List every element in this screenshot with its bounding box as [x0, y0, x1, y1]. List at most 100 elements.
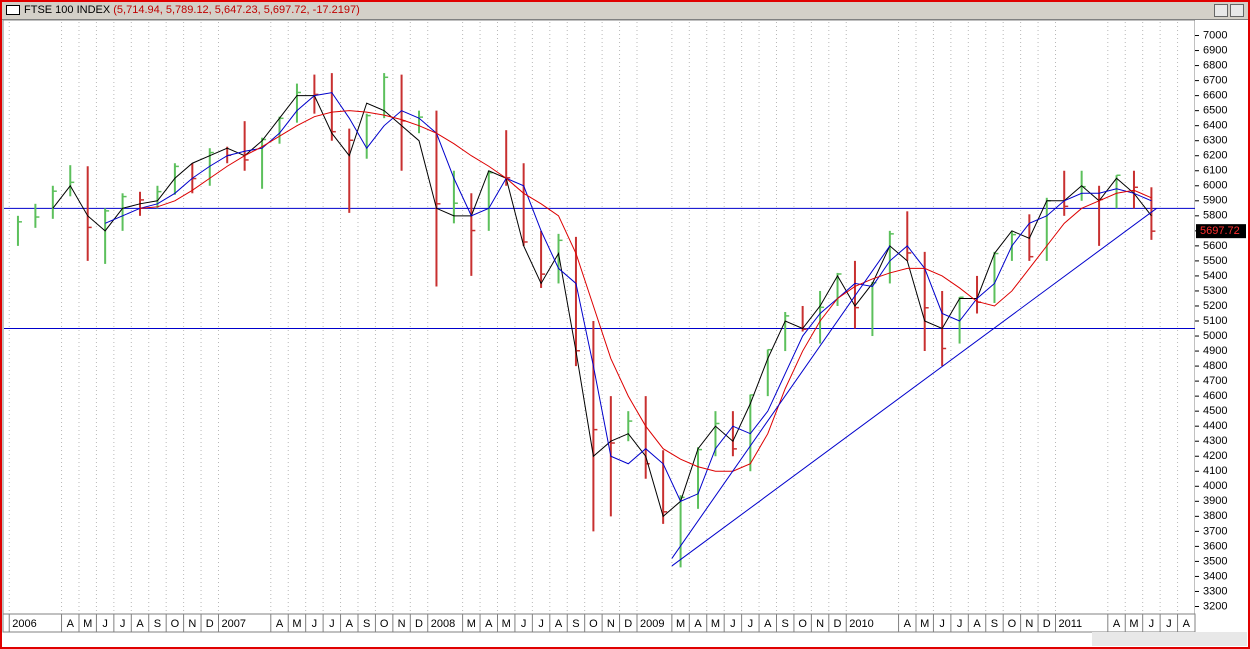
x-tick-label: J	[1149, 618, 1155, 630]
x-tick-label: S	[154, 618, 161, 630]
x-tick-label: A	[67, 618, 75, 630]
x-tick-label: N	[816, 618, 824, 630]
y-tick-label: 3400	[1203, 570, 1227, 582]
x-tick-label: A	[276, 618, 284, 630]
price-axis	[1195, 20, 1247, 614]
x-tick-label: J	[521, 618, 527, 630]
y-tick-label: 4600	[1203, 390, 1227, 402]
y-tick-label: 3600	[1203, 540, 1227, 552]
x-tick-label: A	[136, 618, 144, 630]
x-tick-label: J	[939, 618, 945, 630]
y-tick-label: 4100	[1203, 465, 1227, 477]
date-axis	[2, 613, 1196, 633]
x-tick-label: N	[398, 618, 406, 630]
y-tick-label: 6800	[1203, 59, 1227, 71]
x-tick-label: D	[1043, 618, 1051, 630]
y-tick-label: 6600	[1203, 90, 1227, 102]
y-tick-label: 6700	[1203, 75, 1227, 87]
y-tick-label: 5300	[1203, 285, 1227, 297]
y-tick-label: 3700	[1203, 525, 1227, 537]
x-tick-label: A	[555, 618, 563, 630]
y-tick-label: 4400	[1203, 420, 1227, 432]
y-tick-label: 5900	[1203, 195, 1227, 207]
x-tick-label: J	[748, 618, 754, 630]
x-tick-label: M	[83, 618, 92, 630]
y-tick-label: 6500	[1203, 105, 1227, 117]
x-tick-label: A	[1183, 618, 1191, 630]
y-tick-label: 6000	[1203, 180, 1227, 192]
last-price-label: 5697.72	[1200, 225, 1240, 237]
x-tick-label: J	[102, 618, 108, 630]
y-tick-label: 4300	[1203, 435, 1227, 447]
y-tick-label: 5400	[1203, 270, 1227, 282]
x-tick-label: S	[991, 618, 998, 630]
x-tick-label: O	[171, 618, 180, 630]
x-tick-label: 2011	[1058, 618, 1082, 630]
moving-average-line	[139, 110, 1152, 472]
y-tick-label: 7000	[1203, 29, 1227, 41]
x-tick-label: N	[607, 618, 615, 630]
x-tick-label: 2007	[221, 618, 245, 630]
x-tick-label: M	[1129, 618, 1138, 630]
x-tick-label: M	[292, 618, 301, 630]
y-tick-label: 3900	[1203, 495, 1227, 507]
close-button[interactable]	[1230, 4, 1244, 17]
x-tick-label: J	[538, 618, 544, 630]
x-tick-label: A	[904, 618, 912, 630]
x-tick-label: O	[1008, 618, 1017, 630]
window-buttons	[1214, 4, 1244, 17]
y-tick-label: 3800	[1203, 510, 1227, 522]
x-tick-label: D	[624, 618, 632, 630]
x-tick-label: 2008	[431, 618, 455, 630]
y-tick-label: 4500	[1203, 405, 1227, 417]
x-tick-label: S	[572, 618, 579, 630]
restore-button[interactable]	[1214, 4, 1228, 17]
x-tick-label: O	[589, 618, 598, 630]
y-tick-label: 5200	[1203, 300, 1227, 312]
y-tick-label: 5500	[1203, 255, 1227, 267]
window-icon	[6, 5, 20, 16]
y-tick-label: 6200	[1203, 150, 1227, 162]
y-tick-label: 5000	[1203, 330, 1227, 342]
x-tick-label: 2010	[849, 618, 873, 630]
x-tick-label: A	[973, 618, 981, 630]
moving-average-line	[52, 95, 1152, 518]
moving-average-line	[104, 92, 1152, 502]
x-tick-label: N	[188, 618, 196, 630]
x-tick-label: A	[694, 618, 702, 630]
y-tick-label: 6100	[1203, 165, 1227, 177]
y-tick-label: 3500	[1203, 555, 1227, 567]
y-tick-label: 5100	[1203, 315, 1227, 327]
x-tick-label: 2009	[640, 618, 664, 630]
x-tick-label: J	[1166, 618, 1172, 630]
y-tick-label: 4200	[1203, 450, 1227, 462]
y-tick-label: 4700	[1203, 375, 1227, 387]
x-tick-label: D	[834, 618, 842, 630]
x-tick-label: O	[380, 618, 389, 630]
toolbar	[1092, 632, 1247, 646]
x-tick-label: J	[957, 618, 963, 630]
title-bar: FTSE 100 INDEX (5,714.94, 5,789.12, 5,64…	[2, 2, 1248, 20]
last-price-box	[1196, 224, 1246, 239]
x-tick-label: J	[730, 618, 736, 630]
trend-line	[671, 245, 891, 559]
x-tick-label: S	[782, 618, 789, 630]
y-tick-label: 5800	[1203, 210, 1227, 222]
x-tick-label: A	[346, 618, 354, 630]
x-tick-label: A	[764, 618, 772, 630]
y-tick-label: 4900	[1203, 345, 1227, 357]
title-values: (5,714.94, 5,789.12, 5,647.23, 5,697.72,…	[113, 4, 360, 16]
x-tick-label: M	[920, 618, 929, 630]
x-tick-label: M	[711, 618, 720, 630]
x-tick-label: J	[329, 618, 335, 630]
y-tick-label: 4000	[1203, 480, 1227, 492]
x-tick-label: D	[415, 618, 423, 630]
chart: 3200 3300 3400 3500 3600 3700 3800 3900 4000 4100…	[2, 20, 1247, 646]
y-tick-label: 6400	[1203, 120, 1227, 132]
y-tick-label: 3200	[1203, 600, 1227, 612]
x-tick-label: A	[485, 618, 493, 630]
x-tick-label: S	[363, 618, 370, 630]
x-tick-label: 2006	[12, 618, 36, 630]
chart-title: FTSE 100 INDEX	[24, 4, 111, 16]
